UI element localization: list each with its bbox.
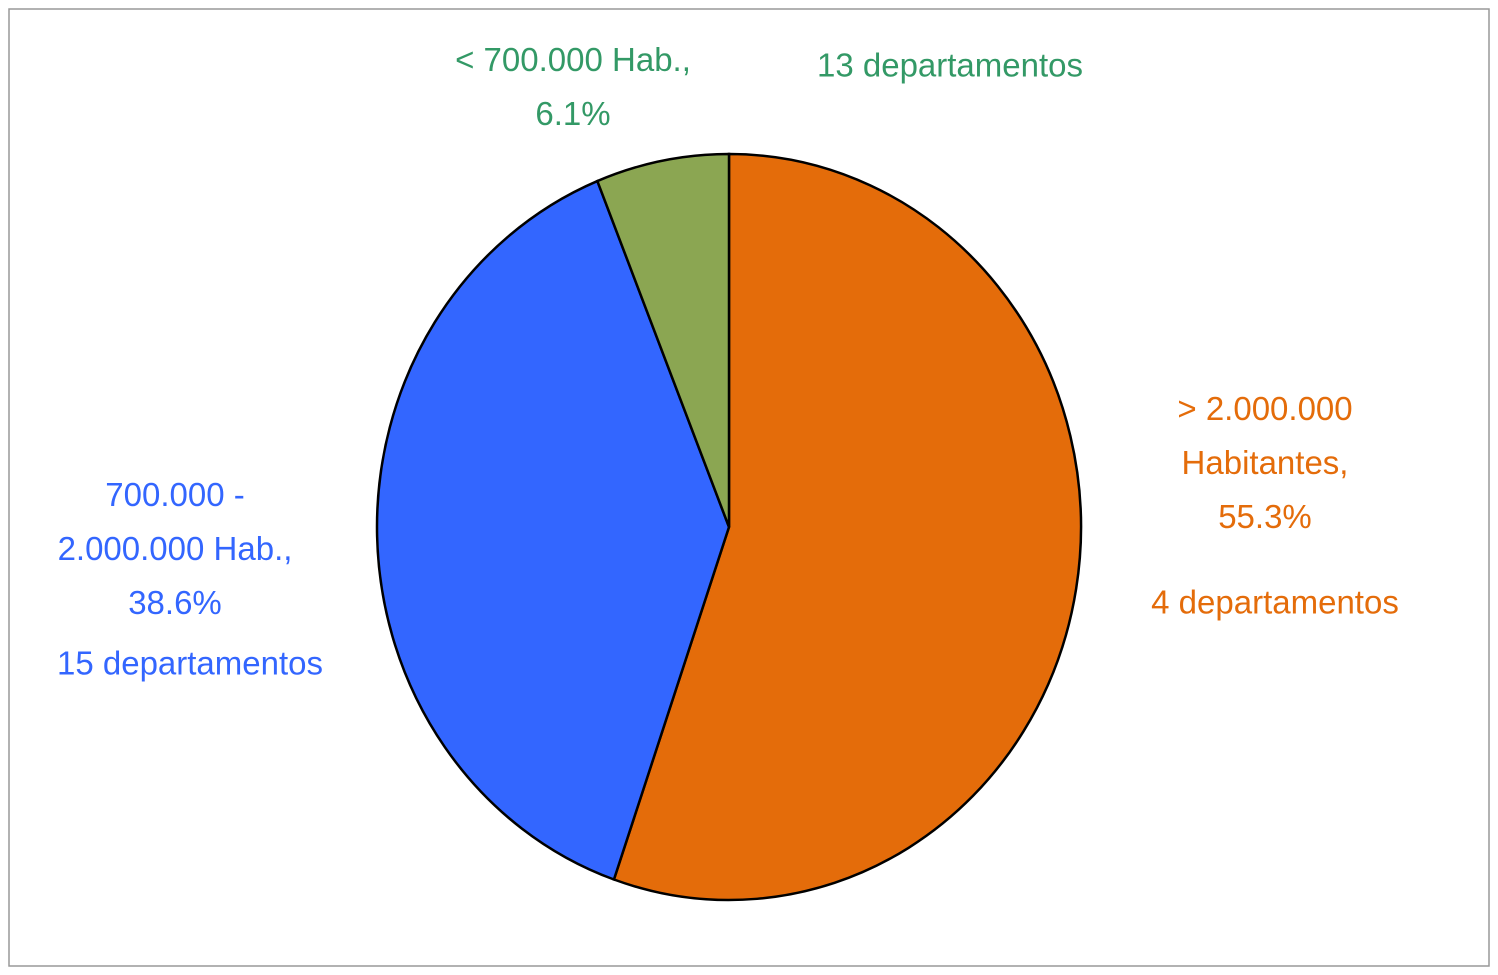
slice-label: 700.000 - 2.000.000 Hab., 38.6% <box>58 476 293 621</box>
slice-label: < 700.000 Hab., 6.1% <box>455 41 691 132</box>
annotation: 15 departamentos <box>57 645 323 682</box>
annotation: 4 departamentos <box>1151 584 1399 621</box>
pie-slice <box>612 152 1083 902</box>
slice-label: > 2.000.000 Habitantes, 55.3% <box>1177 390 1352 535</box>
slice-label-line: 38.6% <box>128 584 222 621</box>
slice-label-line: 6.1% <box>535 95 610 132</box>
slice-label-line: 2.000.000 Hab., <box>58 530 293 567</box>
pie-slice <box>595 152 731 528</box>
slice-label-line: 55.3% <box>1218 498 1312 535</box>
slice-label-line: < 700.000 Hab., <box>455 41 691 78</box>
pie-slice <box>375 179 731 882</box>
annotation: 13 departamentos <box>817 47 1083 84</box>
slice-label-line: 700.000 - <box>105 476 244 513</box>
slice-label-line: Habitantes, <box>1182 444 1349 481</box>
slice-label-line: > 2.000.000 <box>1177 390 1352 427</box>
